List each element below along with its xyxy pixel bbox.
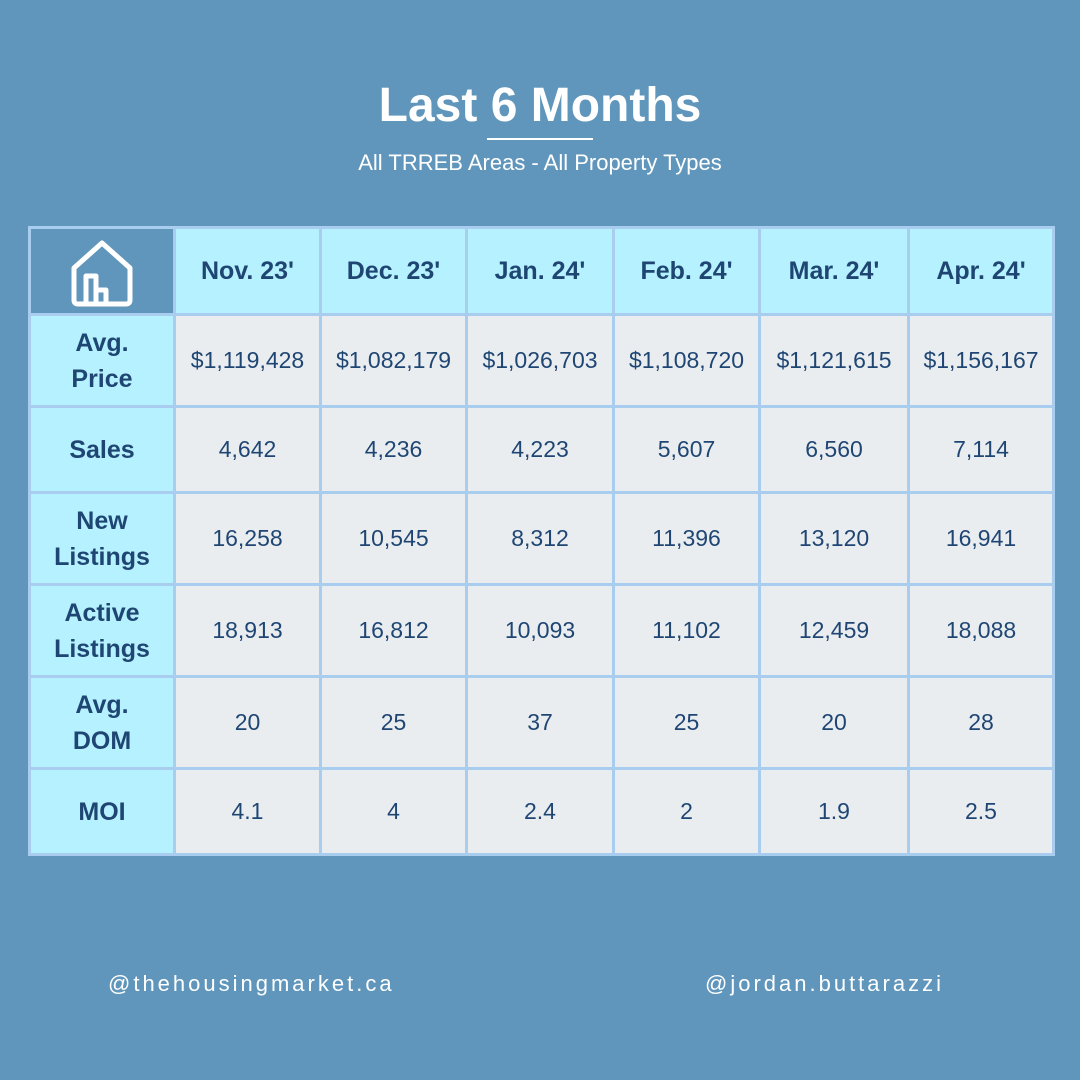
table-row: New Listings 16,258 10,545 8,312 11,396 …	[28, 491, 1055, 586]
row-label-line: Sales	[69, 435, 135, 464]
row-label-line: MOI	[78, 797, 126, 826]
row-label-active-listings: Active Listings	[28, 583, 176, 678]
column-header-jan-24: Jan. 24'	[465, 226, 615, 316]
table-row: Avg. DOM 20 25 37 25 20 28	[28, 675, 1055, 770]
table-cell: $1,119,428	[173, 313, 322, 408]
table-cell: 4,236	[319, 405, 468, 494]
row-label-line: DOM	[72, 726, 132, 755]
row-label-moi: MOI	[28, 767, 176, 856]
table-cell: 2.5	[907, 767, 1055, 856]
table-cell: 4	[319, 767, 468, 856]
table-cell: 4,223	[465, 405, 615, 494]
row-label-line: Listings	[54, 542, 150, 571]
row-label-new-listings: New Listings	[28, 491, 176, 586]
row-label-line: Listings	[54, 634, 150, 663]
table-cell: 2	[612, 767, 761, 856]
table-cell: 1.9	[758, 767, 910, 856]
page-subtitle: All TRREB Areas - All Property Types	[358, 150, 722, 175]
table-cell: 37	[465, 675, 615, 770]
row-label-line: Avg.	[75, 328, 129, 357]
table-cell: $1,108,720	[612, 313, 761, 408]
table-cell: 20	[173, 675, 322, 770]
table-cell: 4.1	[173, 767, 322, 856]
column-header-dec-23: Dec. 23'	[319, 226, 468, 316]
table-cell: 6,560	[758, 405, 910, 494]
corner-cell	[28, 226, 176, 316]
table-cell: $1,026,703	[465, 313, 615, 408]
table-cell: 7,114	[907, 405, 1055, 494]
house-icon	[71, 240, 133, 307]
table-cell: 5,607	[612, 405, 761, 494]
table-cell: 16,258	[173, 491, 322, 586]
table-cell: $1,121,615	[758, 313, 910, 408]
table-row: Sales 4,642 4,236 4,223 5,607 6,560 7,11…	[28, 405, 1055, 494]
row-label-avg-dom: Avg. DOM	[28, 675, 176, 770]
footer-handle-left: @thehousingmarket.ca	[108, 971, 395, 996]
page-title: Last 6 Months	[378, 79, 702, 132]
table-row: MOI 4.1 4 2.4 2 1.9 2.5	[28, 767, 1055, 856]
table-cell: 16,941	[907, 491, 1055, 586]
row-label-line: Price	[71, 364, 133, 393]
table-cell: 2.4	[465, 767, 615, 856]
table-cell: 10,093	[465, 583, 615, 678]
footer-handle-right: @jordan.buttarazzi	[705, 971, 944, 996]
table-cell: 16,812	[319, 583, 468, 678]
table-row: Avg. Price $1,119,428 $1,082,179 $1,026,…	[28, 313, 1055, 408]
column-header-feb-24: Feb. 24'	[612, 226, 761, 316]
table-cell: 4,642	[173, 405, 322, 494]
table-cell: 12,459	[758, 583, 910, 678]
market-stats-table: Nov. 23' Dec. 23' Jan. 24' Feb. 24' Mar.…	[28, 226, 1055, 856]
table-cell: $1,082,179	[319, 313, 468, 408]
row-label-line: Avg.	[75, 690, 129, 719]
table-cell: 11,102	[612, 583, 761, 678]
table-cell: 11,396	[612, 491, 761, 586]
column-header-apr-24: Apr. 24'	[907, 226, 1055, 316]
table-cell: 18,088	[907, 583, 1055, 678]
table-cell: 10,545	[319, 491, 468, 586]
table-cell: 8,312	[465, 491, 615, 586]
table-cell: 25	[319, 675, 468, 770]
table-cell: 28	[907, 675, 1055, 770]
row-label-avg-price: Avg. Price	[28, 313, 176, 408]
table-cell: 25	[612, 675, 761, 770]
row-label-sales: Sales	[28, 405, 176, 494]
column-header-mar-24: Mar. 24'	[758, 226, 910, 316]
table-cell: $1,156,167	[907, 313, 1055, 408]
table-cell: 13,120	[758, 491, 910, 586]
table-cell: 18,913	[173, 583, 322, 678]
row-label-line: New	[76, 506, 128, 535]
column-header-nov-23: Nov. 23'	[173, 226, 322, 316]
table-row: Active Listings 18,913 16,812 10,093 11,…	[28, 583, 1055, 678]
title-underline	[487, 138, 593, 140]
table-cell: 20	[758, 675, 910, 770]
row-label-line: Active	[64, 598, 140, 627]
header-row: Nov. 23' Dec. 23' Jan. 24' Feb. 24' Mar.…	[28, 226, 1055, 316]
